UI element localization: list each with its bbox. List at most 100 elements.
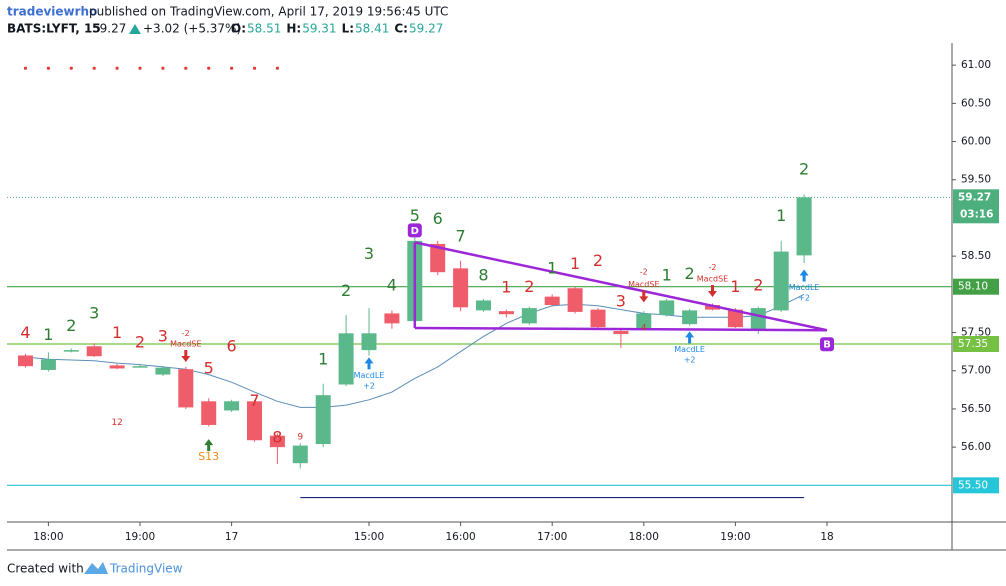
y-tick-label: 60.50 xyxy=(961,97,991,109)
x-tick-label: 18:00 xyxy=(33,531,63,543)
annotation: 2 xyxy=(524,277,534,296)
dot xyxy=(275,66,279,70)
level-label-bg xyxy=(953,335,999,352)
countdown-label: 03:16 xyxy=(960,208,993,220)
annotation: 2 xyxy=(593,251,603,270)
annotation: 2 xyxy=(753,275,763,294)
dot xyxy=(230,66,234,70)
annotation: 7 xyxy=(249,391,259,410)
annotation: 5 xyxy=(410,206,420,225)
candle-body xyxy=(315,395,331,445)
y-tick-label: 57.50 xyxy=(961,327,991,339)
level-label: 55.50 xyxy=(958,479,988,491)
candle-body xyxy=(178,369,194,408)
candle-body xyxy=(727,309,743,328)
pattern-label: B xyxy=(823,340,831,351)
candle-body xyxy=(476,300,491,311)
candle-body xyxy=(453,268,469,308)
annotation: +2 xyxy=(798,294,810,303)
annotation: +2 xyxy=(363,382,375,391)
y-tick-label: 60.00 xyxy=(961,136,991,148)
annotation: 7 xyxy=(456,227,466,246)
annotation: 6 xyxy=(227,337,237,356)
ohlc-label: L: xyxy=(342,22,354,36)
annotation: 12 xyxy=(111,418,122,428)
y-tick-label: 61.00 xyxy=(961,59,991,71)
annotation: 4 xyxy=(20,323,30,342)
footer-brand[interactable]: TradingView xyxy=(109,562,183,576)
annotation: 8 xyxy=(272,427,282,446)
pattern-line xyxy=(414,326,828,332)
level-label-bg xyxy=(953,477,999,494)
candle-body xyxy=(544,296,560,306)
annotation: 9 xyxy=(297,433,303,443)
candle-body xyxy=(796,197,812,256)
annotation: MacdLE xyxy=(789,283,820,292)
author[interactable]: tradeviewrho xyxy=(7,5,97,19)
annotation: 3 xyxy=(364,244,374,263)
ohlc-value: 59.27 xyxy=(409,22,443,36)
annotation: S13 xyxy=(198,450,219,463)
annotation: 4 xyxy=(641,323,647,333)
annotation: 2 xyxy=(66,316,76,335)
candle-body xyxy=(63,350,79,352)
annotation: 4 xyxy=(387,275,397,294)
candle-body xyxy=(773,251,789,311)
annotation: 2 xyxy=(135,333,145,352)
plot-area xyxy=(7,43,952,522)
x-tick-label: 18:00 xyxy=(629,531,659,543)
ohlc-value: 58.51 xyxy=(247,22,281,36)
candle-body xyxy=(109,365,125,369)
candle-body xyxy=(636,313,652,328)
last-price-label: 59.27 xyxy=(958,191,991,203)
annotation: -2 xyxy=(709,263,717,272)
x-tick-label: 18 xyxy=(820,531,833,543)
dot xyxy=(69,66,73,70)
annotation: +2 xyxy=(684,356,696,365)
level-label: 57.35 xyxy=(958,338,988,350)
dot xyxy=(115,66,119,70)
ohlc: O: 58.51 H: 59.31 L: 58.41 C: 59.27 xyxy=(231,22,443,36)
annotation: MacdLE xyxy=(674,345,705,354)
up-triangle xyxy=(129,24,141,34)
published: published on TradingView.com, April 17, … xyxy=(89,5,448,19)
ohlc-label: H: xyxy=(286,22,301,36)
annotation: MacdSE xyxy=(697,275,728,284)
level-label: 58.10 xyxy=(958,281,988,293)
annotation: 1 xyxy=(318,350,328,369)
candle-body xyxy=(247,401,262,441)
candle-body xyxy=(498,311,514,315)
level-label-bg xyxy=(953,278,999,295)
annotation: 1 xyxy=(501,278,511,297)
candle-body xyxy=(567,288,583,312)
arrow-up xyxy=(204,439,214,452)
x-tick-label: 19:00 xyxy=(720,531,750,543)
dot xyxy=(161,66,165,70)
candle-body xyxy=(155,367,171,375)
annotation: 1 xyxy=(547,259,557,278)
change: +3.02 (+5.37%) xyxy=(143,22,241,36)
pattern-label: D xyxy=(411,226,419,237)
footer-prefix: Created with xyxy=(7,562,84,576)
candle-body xyxy=(659,300,675,315)
pattern-label-bg xyxy=(407,223,422,238)
candle-body xyxy=(521,308,537,324)
annotation: 6 xyxy=(433,209,443,228)
last: 59.27 xyxy=(92,22,126,36)
candle-body xyxy=(338,333,354,385)
candle-body xyxy=(292,445,308,464)
y-tick-label: 59.50 xyxy=(961,174,991,186)
annotation: 1 xyxy=(730,277,740,296)
x-tick-label: 19:00 xyxy=(125,531,155,543)
x-tick-label: 16:00 xyxy=(445,531,475,543)
y-tick-label: 56.50 xyxy=(961,403,991,415)
arrow-down xyxy=(181,349,191,362)
tv-logo xyxy=(84,562,108,574)
dot xyxy=(92,66,96,70)
candle-body xyxy=(682,310,698,325)
annotation: 1 xyxy=(112,323,122,342)
candle-body xyxy=(269,435,285,448)
annotation: 2 xyxy=(685,264,695,283)
candle-body xyxy=(224,401,240,411)
